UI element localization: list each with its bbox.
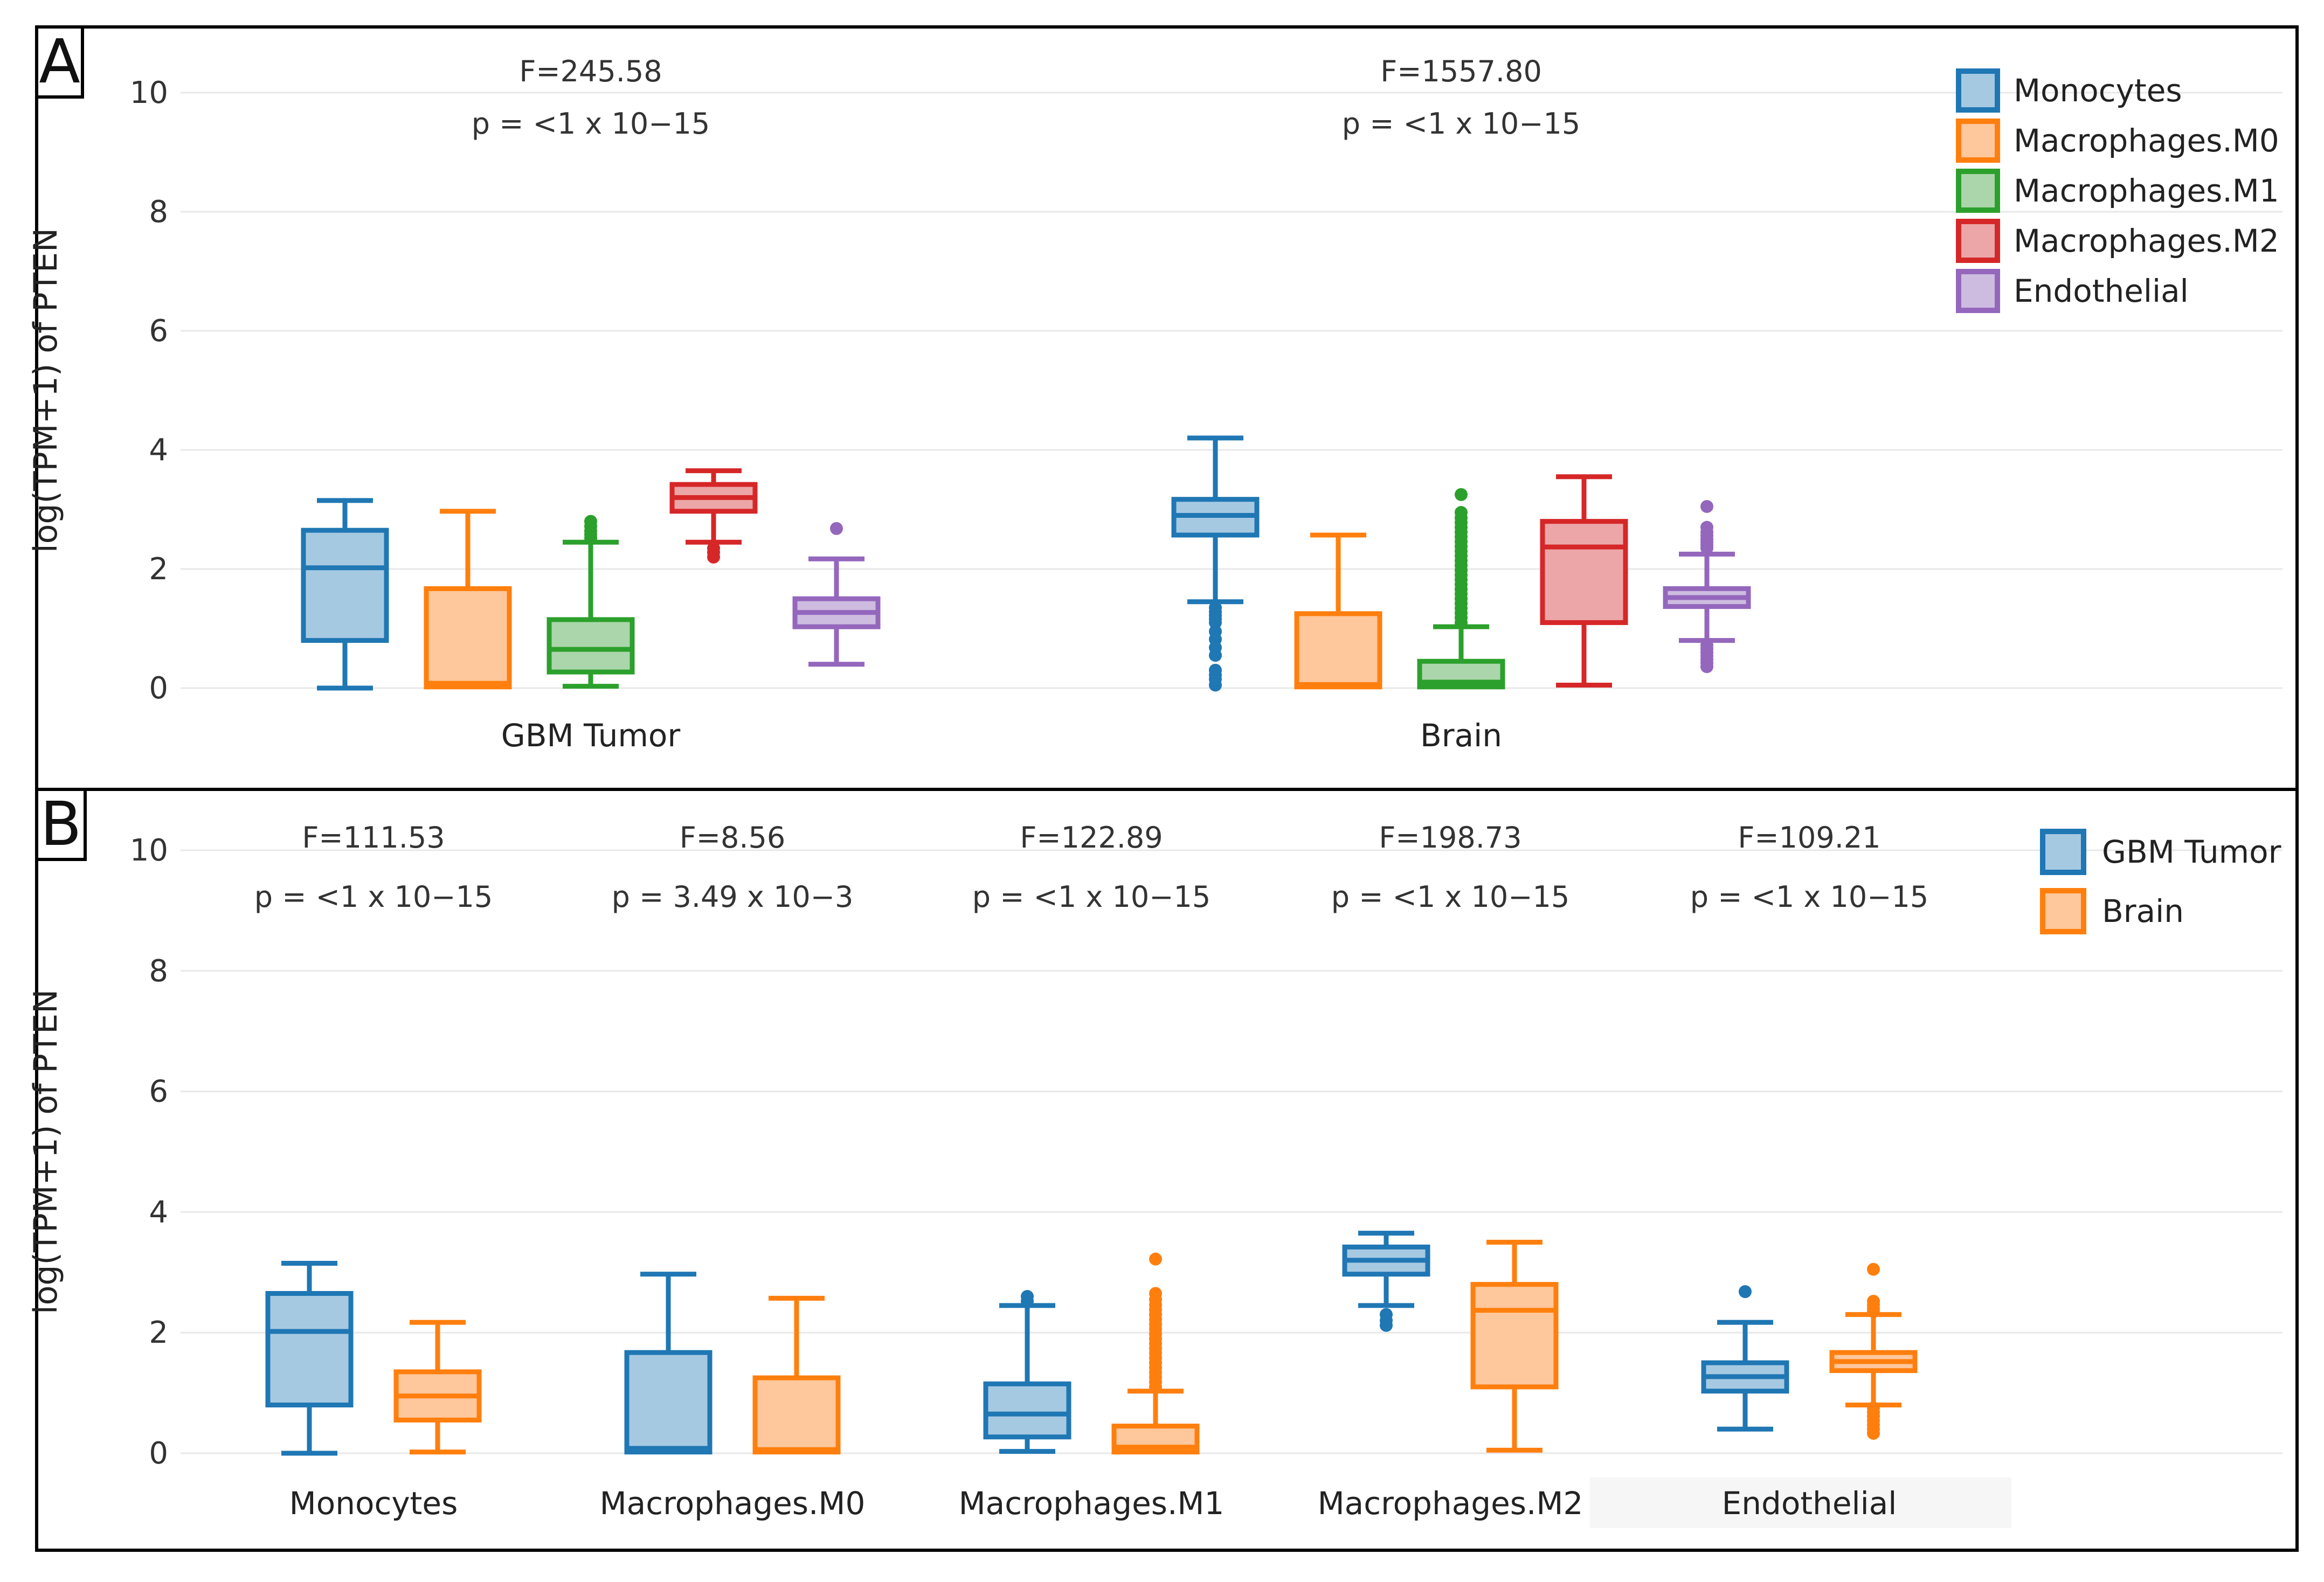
y-tick-label-6-panelB: 6 (149, 1074, 168, 1109)
box-B-macrophages-m1-brain-outlier (1149, 1252, 1162, 1266)
legend-swatch-macrophages-m2-panelA (1956, 219, 2000, 263)
legend-label-macrophages-m0-panelA: Macrophages.M0 (2014, 122, 2279, 159)
anova-f-brain-panelA: F=1557.80 (1380, 54, 1542, 88)
legend-swatch-endothelial-panelA (1956, 269, 2000, 313)
box-A-brain-endothelial-outlier (1700, 521, 1713, 534)
box-A-brain-macrophages-m0 (1294, 611, 1382, 690)
anova-f-macrophages-m0-panelB: F=8.56 (680, 821, 786, 855)
y-tick-label-6-panelA: 6 (149, 314, 168, 349)
legend-swatch-macrophages-m1-panelA (1956, 169, 2000, 213)
legend-label-monocytes-panelA: Monocytes (2014, 72, 2182, 109)
panel-a-label-box (35, 25, 84, 99)
box-B-macrophages-m2-gbm-tumor-outlier (1380, 1319, 1393, 1332)
y-tick-label-0-panelA: 0 (149, 671, 168, 706)
box-A-brain-macrophages-m1-outlier (1455, 488, 1468, 501)
anova-p-brain-panelA: p = <1 x 10−15 (1342, 107, 1580, 141)
panel-b-label-box (35, 788, 87, 861)
anova-p-monocytes-panelB: p = <1 x 10−15 (254, 880, 493, 914)
anova-f-endothelial-panelB: F=109.21 (1738, 821, 1880, 855)
x-category-label-macrophages-m1-panelB: Macrophages.M1 (959, 1485, 1225, 1522)
box-B-endothelial-brain-outlier (1867, 1262, 1880, 1276)
box-B-macrophages-m0-brain (752, 1375, 841, 1455)
y-tick-label-10-panelB: 10 (130, 833, 168, 868)
legend-swatch-gbm-tumor-panelB (2040, 829, 2086, 875)
box-B-macrophages-m1-gbm-tumor-outlier (1021, 1290, 1034, 1303)
legend-label-macrophages-m1-panelA: Macrophages.M1 (2014, 172, 2279, 209)
y-tick-label-4-panelB: 4 (149, 1195, 168, 1230)
x-category-label-endothelial-panelB: Endothelial (1722, 1485, 1897, 1522)
box-A-gbm-tumor-monocytes (301, 528, 389, 643)
x-category-label-gbm-tumor-panelA: GBM Tumor (501, 717, 681, 754)
box-B-macrophages-m1-brain-outlier (1149, 1287, 1162, 1300)
box-A-brain-macrophages-m2 (1540, 519, 1628, 625)
box-B-macrophages-m0-gbm-tumor (624, 1350, 713, 1455)
box-B-endothelial-gbm-tumor-outlier (1739, 1285, 1752, 1299)
y-tick-label-4-panelA: 4 (149, 433, 168, 468)
y-tick-label-2-panelB: 2 (149, 1315, 168, 1350)
box-B-monocytes-gbm-tumor (265, 1290, 354, 1407)
x-category-label-brain-panelA: Brain (1420, 717, 1502, 754)
legend-swatch-macrophages-m0-panelA (1956, 119, 2000, 163)
y-axis-label-panelA: log(TPM+1) of PTEN (27, 228, 65, 553)
box-A-brain-monocytes-outlier (1209, 649, 1222, 662)
anova-p-macrophages-m0-panelB: p = 3.49 x 10−3 (612, 880, 854, 914)
panel-a-label: A (39, 27, 80, 97)
x-category-label-macrophages-m2-panelB: Macrophages.M2 (1318, 1485, 1583, 1522)
y-tick-label-10-panelA: 10 (130, 75, 168, 110)
endothelial-label-highlight (1590, 1477, 2011, 1528)
box-A-gbm-tumor-macrophages-m2-outlier (707, 542, 720, 555)
y-axis-label-panelB: log(TPM+1) of PTEN (27, 989, 65, 1314)
anova-p-macrophages-m1-panelB: p = <1 x 10−15 (972, 880, 1211, 914)
box-A-gbm-tumor-macrophages-m1-outlier (584, 515, 597, 528)
x-category-label-monocytes-panelB: Monocytes (289, 1485, 458, 1522)
panel-b-label: B (40, 789, 82, 859)
anova-f-monocytes-panelB: F=111.53 (302, 821, 445, 855)
legend-label-gbm-tumor-panelB: GBM Tumor (2102, 834, 2281, 870)
box-A-brain-monocytes-outlier (1209, 678, 1222, 692)
y-tick-label-8-panelB: 8 (149, 954, 168, 989)
y-tick-label-2-panelA: 2 (149, 552, 168, 587)
x-category-label-macrophages-m0-panelB: Macrophages.M0 (600, 1485, 866, 1522)
anova-f-gbm-tumor-panelA: F=245.58 (519, 54, 662, 88)
box-A-brain-endothelial-outlier (1700, 660, 1713, 674)
legend-label-brain-panelB: Brain (2102, 893, 2184, 929)
anova-p-endothelial-panelB: p = <1 x 10−15 (1690, 880, 1928, 914)
box-B-endothelial-brain-outlier (1867, 1295, 1880, 1308)
legend-swatch-brain-panelB (2040, 888, 2086, 934)
box-B-endothelial-brain-outlier (1867, 1427, 1880, 1440)
box-A-gbm-tumor-macrophages-m1 (547, 617, 635, 675)
box-B-macrophages-m2-brain (1470, 1282, 1559, 1390)
y-tick-label-0-panelB: 0 (149, 1436, 168, 1471)
anova-p-macrophages-m2-panelB: p = <1 x 10−15 (1331, 880, 1569, 914)
box-A-brain-macrophages-m1-outlier (1455, 506, 1468, 519)
legend-swatch-monocytes-panelA (1956, 68, 2000, 113)
anova-f-macrophages-m1-panelB: F=122.89 (1020, 821, 1163, 855)
box-A-gbm-tumor-endothelial-outlier (830, 522, 843, 535)
panel-b-border (35, 788, 2299, 1552)
box-A-brain-monocytes-outlier (1209, 616, 1222, 629)
anova-p-gbm-tumor-panelA: p = <1 x 10−15 (472, 107, 710, 141)
legend-label-endothelial-panelA: Endothelial (2014, 273, 2189, 309)
anova-f-macrophages-m2-panelB: F=198.73 (1379, 821, 1521, 855)
y-tick-label-8-panelA: 8 (149, 195, 168, 230)
box-B-macrophages-m1-gbm-tumor (983, 1381, 1071, 1440)
legend-label-macrophages-m2-panelA: Macrophages.M2 (2014, 223, 2279, 259)
box-A-gbm-tumor-macrophages-m0 (424, 586, 512, 690)
box-A-brain-endothelial-outlier (1700, 499, 1713, 513)
